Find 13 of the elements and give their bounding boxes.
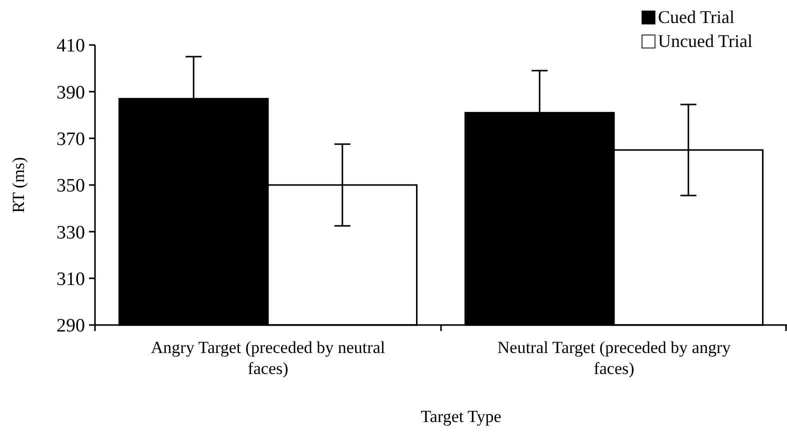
y-tick-label: 350: [56, 176, 85, 197]
y-tick-label: 310: [56, 268, 85, 290]
y-tick-label: 410: [56, 36, 85, 57]
x-axis-title: Target Type: [420, 407, 502, 426]
y-tick-label: 390: [56, 82, 85, 104]
y-tick-label: 370: [56, 128, 85, 150]
legend-label: Uncued Trial: [658, 31, 752, 51]
y-axis-title: RT (ms): [9, 157, 28, 213]
x-tick-label: Angry Target (preceded by neutral faces): [150, 338, 386, 378]
y-tick-label: 330: [56, 222, 85, 244]
y-tick-label: 290: [56, 316, 85, 337]
x-tick-label: Neutral Target (preceded by angry faces): [497, 338, 732, 378]
legend-label: Cued Trial: [658, 7, 735, 27]
